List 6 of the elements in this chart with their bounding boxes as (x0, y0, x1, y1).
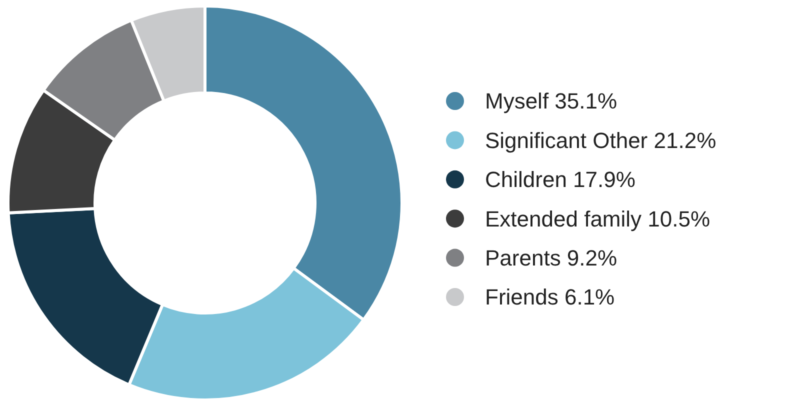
legend-label: Children 17.9% (485, 167, 636, 192)
legend-label: Extended family 10.5% (485, 206, 710, 232)
legend-label: Friends 6.1% (485, 284, 615, 310)
legend-label: Myself 35.1% (485, 88, 618, 114)
legend-label: Significant Other 21.2% (485, 128, 716, 153)
legend-label: Parents 9.2% (485, 246, 618, 270)
